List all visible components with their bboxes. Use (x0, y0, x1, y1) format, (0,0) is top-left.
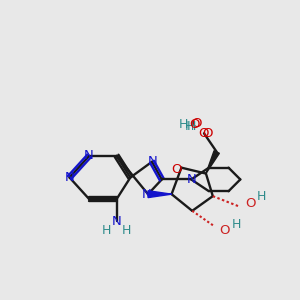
Text: N: N (112, 215, 122, 228)
Text: O: O (189, 118, 200, 131)
Text: N: N (64, 171, 74, 184)
Text: O: O (171, 163, 182, 176)
Text: O: O (191, 117, 201, 130)
Text: O: O (219, 224, 230, 237)
Text: N: N (148, 155, 158, 168)
Text: O: O (245, 197, 255, 211)
Text: H: H (102, 224, 112, 237)
Text: H: H (179, 118, 188, 131)
Polygon shape (206, 151, 219, 174)
Text: H: H (122, 224, 131, 237)
Text: H: H (184, 120, 194, 133)
Text: H: H (232, 218, 241, 231)
Text: N: N (186, 173, 196, 186)
Polygon shape (148, 191, 172, 198)
Text: N: N (83, 149, 93, 162)
Text: H: H (187, 120, 196, 133)
Text: O: O (199, 127, 209, 140)
Text: H: H (257, 190, 267, 202)
Text: O: O (203, 127, 213, 140)
Text: N: N (142, 188, 152, 201)
